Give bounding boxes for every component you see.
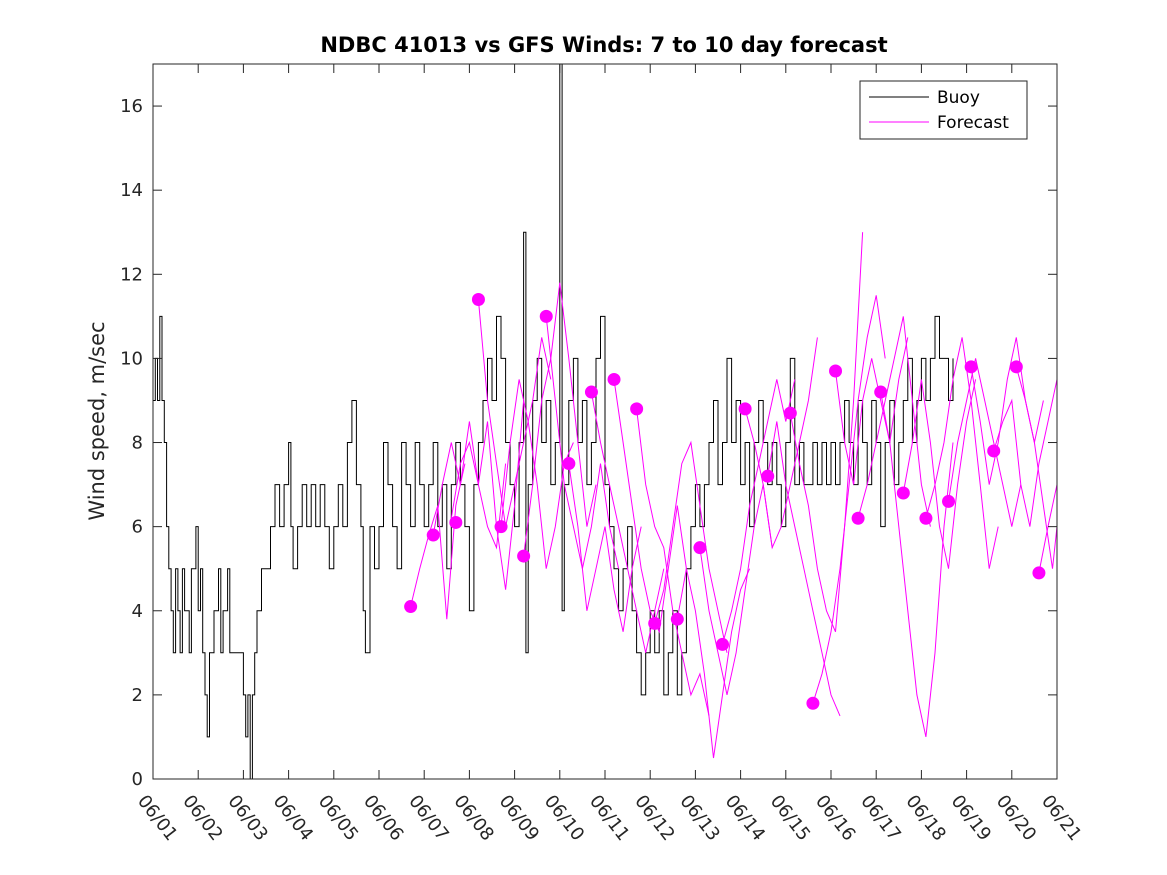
legend-buoy-label: Buoy [937,88,980,108]
y-tick-label-2: 2 [132,685,143,706]
forecast-line-16 [744,337,818,550]
forecast-marker-3 [449,515,463,529]
forecast-line-6 [523,282,597,557]
forecast-marker-14 [693,541,707,555]
forecast-line-13 [676,568,751,759]
y-tick-label-12: 12 [120,264,143,285]
y-axis-label: Wind speed, m/sec [85,321,109,520]
forecast-line-14 [699,484,773,696]
forecast-line-11 [636,408,710,717]
forecast-marker-18 [783,406,797,420]
forecast-marker-19 [806,696,820,710]
forecast-marker-6 [517,549,531,563]
forecast-line-1 [410,463,466,620]
forecast-marker-23 [896,486,910,500]
forecast-line-22 [880,392,954,738]
y-tick-label-4: 4 [132,601,143,622]
plot-area: 024681012141606/0106/0206/0306/0406/0506… [120,63,1086,845]
forecast-marker-12 [648,616,662,630]
forecast-line-19 [812,295,886,704]
forecast-marker-4 [471,293,485,307]
forecast-line-2 [432,421,507,550]
legend-forecast-label: Forecast [937,113,1009,133]
forecast-marker-11 [630,402,644,416]
forecast-line-27 [993,379,1057,527]
forecast-line-4 [477,299,552,527]
forecast-line-17 [767,421,841,717]
forecast-marker-16 [738,402,752,416]
forecast-line-3 [450,400,525,590]
forecast-marker-25 [942,494,956,508]
forecast-line-10 [613,379,687,634]
forecast-marker-20 [829,364,843,378]
forecast-marker-7 [539,309,553,323]
forecast-line-28 [1015,366,1057,569]
forecast-marker-21 [851,511,865,525]
legend-box [859,80,1028,140]
forecast-marker-24 [919,511,933,525]
y-tick-label-10: 10 [120,348,143,369]
forecast-line-21 [857,316,931,527]
buoy-series-line [153,64,954,779]
forecast-line-8 [568,463,642,632]
forecast-marker-2 [426,528,440,542]
forecast-marker-5 [494,520,508,534]
y-tick-label-0: 0 [132,769,143,790]
forecast-line-24 [925,337,999,569]
y-tick-label-8: 8 [132,433,143,454]
forecast-marker-28 [1009,360,1023,374]
forecast-line-12 [654,440,728,653]
forecast-marker-29 [1032,566,1046,580]
chart-title: NDBC 41013 vs GFS Winds: 7 to 10 day for… [320,33,887,57]
forecast-marker-13 [670,612,684,626]
y-tick-label-14: 14 [120,180,143,201]
forecast-line-20 [835,337,909,485]
y-tick-label-6: 6 [132,517,143,538]
forecast-marker-9 [584,385,598,399]
forecast-line-23 [902,379,977,569]
legend: Buoy Forecast [859,80,1028,140]
forecast-line-18 [789,232,864,632]
forecast-line-5 [500,379,574,569]
forecast-marker-26 [964,360,978,374]
y-tick-label-16: 16 [120,96,143,117]
forecast-marker-17 [761,469,775,483]
forecast-marker-27 [987,444,1001,458]
forecast-marker-8 [562,457,576,471]
forecast-marker-1 [404,600,418,614]
forecast-marker-22 [874,385,888,399]
forecast-marker-15 [716,637,730,651]
forecast-line-25 [948,358,1022,527]
forecast-marker-10 [607,372,621,386]
